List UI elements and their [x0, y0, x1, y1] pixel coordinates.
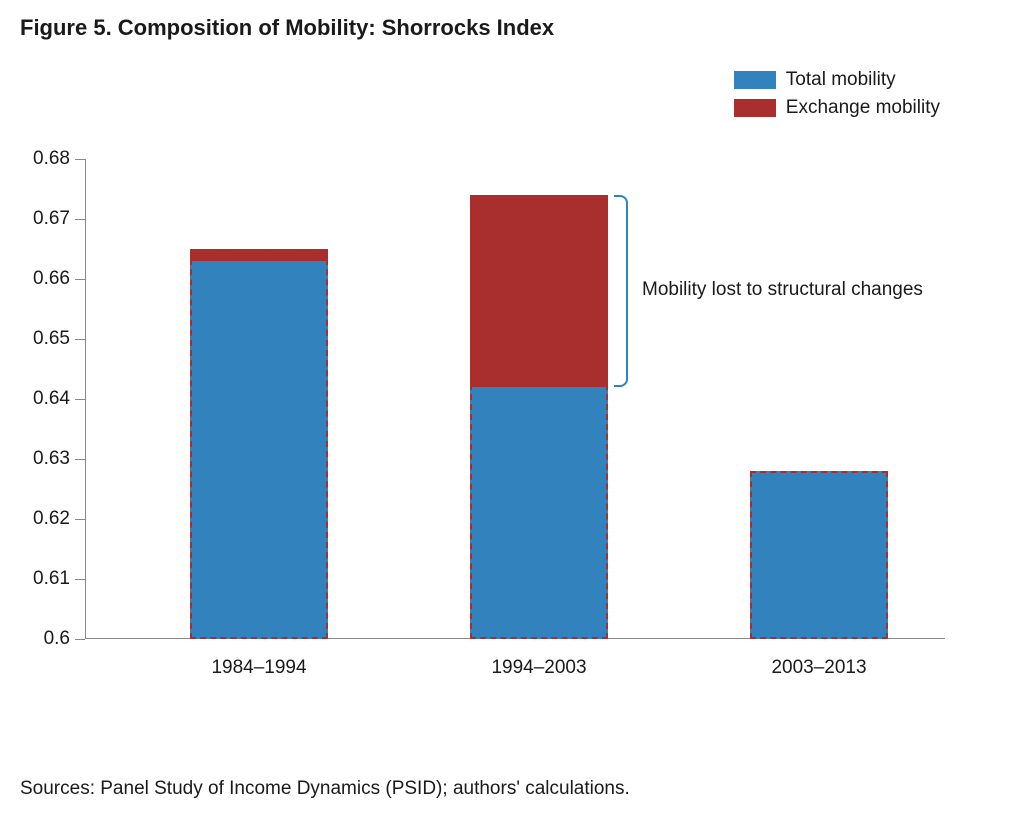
- chart-title: Figure 5. Composition of Mobility: Shorr…: [20, 15, 1004, 41]
- legend-swatch-exchange: [734, 99, 776, 117]
- y-tick-label: 0.62: [15, 508, 70, 530]
- y-tick: [75, 459, 85, 460]
- y-axis: [85, 159, 86, 639]
- x-tick-label: 1984–1994: [211, 657, 306, 679]
- y-tick: [75, 219, 85, 220]
- bar-exchange-outline: [750, 471, 888, 639]
- y-tick-label: 0.64: [15, 388, 70, 410]
- legend-label-exchange: Exchange mobility: [786, 97, 940, 119]
- x-tick-label: 1994–2003: [491, 657, 586, 679]
- y-tick: [75, 519, 85, 520]
- legend: Total mobility Exchange mobility: [734, 69, 940, 125]
- legend-item-exchange: Exchange mobility: [734, 97, 940, 119]
- bar-group: [750, 159, 888, 639]
- y-tick-label: 0.61: [15, 568, 70, 590]
- legend-swatch-total: [734, 71, 776, 89]
- y-tick-label: 0.66: [15, 268, 70, 290]
- legend-label-total: Total mobility: [786, 69, 896, 91]
- y-tick-label: 0.6: [15, 628, 70, 650]
- y-tick-label: 0.65: [15, 328, 70, 350]
- y-tick: [75, 399, 85, 400]
- bar-exchange-outline: [470, 195, 608, 639]
- bar-group: [190, 159, 328, 639]
- y-tick: [75, 339, 85, 340]
- y-tick-label: 0.68: [15, 148, 70, 170]
- y-tick: [75, 279, 85, 280]
- chart-area: Total mobility Exchange mobility 0.60.61…: [20, 69, 970, 709]
- y-tick-label: 0.67: [15, 208, 70, 230]
- source-note: Sources: Panel Study of Income Dynamics …: [20, 778, 630, 800]
- annotation-label: Mobility lost to structural changes: [642, 279, 923, 301]
- legend-item-total: Total mobility: [734, 69, 940, 91]
- annotation-bracket: [614, 195, 628, 387]
- x-tick-label: 2003–2013: [771, 657, 866, 679]
- y-tick: [75, 159, 85, 160]
- bar-exchange-outline: [190, 249, 328, 639]
- y-tick: [75, 579, 85, 580]
- bar-group: [470, 159, 608, 639]
- plot-region: 0.60.610.620.630.640.650.660.670.681984–…: [85, 159, 945, 639]
- y-tick: [75, 639, 85, 640]
- y-tick-label: 0.63: [15, 448, 70, 470]
